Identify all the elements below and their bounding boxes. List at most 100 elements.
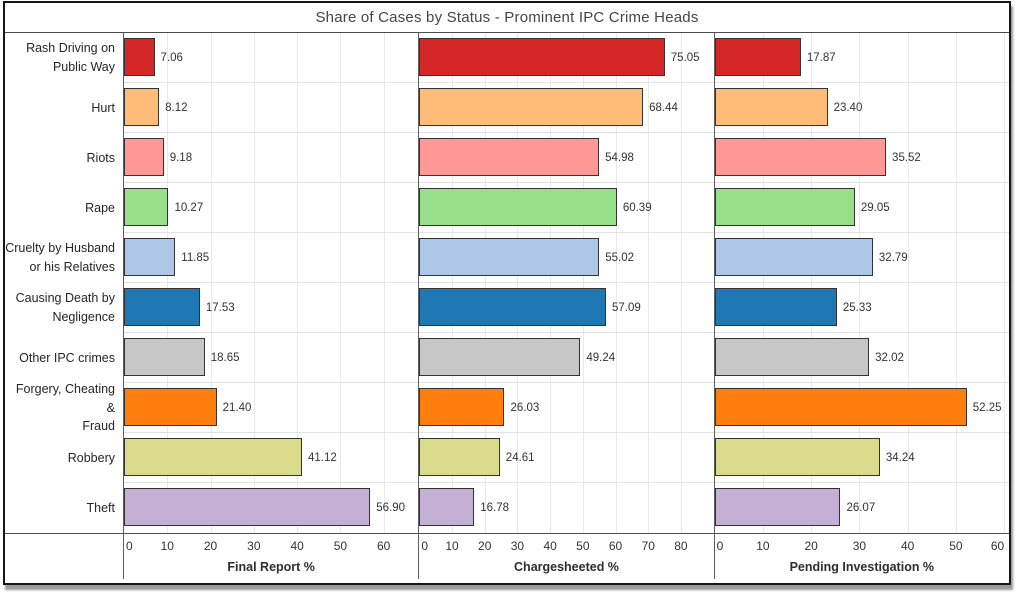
bar-row: 41.12 (124, 433, 419, 483)
bar-row: 56.90 (124, 483, 418, 533)
axis-tick-label: 60 (990, 539, 1005, 553)
grid-line (517, 33, 519, 533)
axis-tick-label: 50 (949, 539, 963, 553)
axis-tick-label: 80 (674, 539, 688, 553)
axis-tick-label: 40 (290, 539, 304, 553)
axis-tick-label: 60 (608, 539, 623, 553)
grid-line (253, 33, 255, 533)
bar-value-label: 16.78 (480, 502, 509, 514)
bar (419, 38, 665, 76)
axis-title: Pending Investigation % (789, 560, 935, 574)
grid-line (297, 33, 299, 533)
bar (419, 438, 500, 476)
bar-value-label: 17.53 (205, 301, 235, 314)
bar (124, 188, 169, 226)
bar-value-label: 35.52 (892, 151, 921, 164)
bar-value-label: 32.79 (878, 251, 908, 264)
grid-line (550, 33, 552, 533)
axis-tick-label: 10 (445, 539, 459, 553)
bar-value-label: 21.40 (222, 401, 252, 414)
axis-tick-label: 40 (900, 539, 915, 553)
bar-value-label: 23.40 (833, 101, 863, 114)
grid-line (762, 33, 764, 533)
grid-line (484, 33, 486, 533)
axis-tick-label: 30 (852, 539, 867, 553)
bar-row: 54.98 (419, 133, 714, 183)
bar-row: 11.85 (124, 233, 419, 283)
bar-value-label: 41.12 (307, 451, 337, 464)
axis-tick-label: 20 (203, 539, 218, 553)
bar-row: 26.03 (419, 383, 714, 433)
axis-tick-label: 0 (126, 539, 133, 553)
panel-chargesheeted: 75.05 68.44 54.98 60.39 55.02 57.09 49.24 26.03… (418, 33, 714, 533)
axis-tick-label: 50 (576, 539, 590, 553)
bar (714, 288, 837, 326)
bar (714, 38, 801, 76)
bar (419, 488, 475, 526)
bar (124, 438, 302, 476)
bar-value-label: 8.12 (165, 101, 188, 114)
bar-row: 24.61 (419, 433, 714, 483)
category-label: Other IPC crimes (19, 350, 115, 365)
axis-tick-label: 40 (543, 539, 557, 553)
grid-line (907, 33, 909, 533)
bar-row: 60.39 (419, 183, 714, 233)
grid-line (582, 33, 584, 533)
chart-body: Rash Driving on Public Way Hurt Riots Rape C… (5, 33, 1009, 579)
grid-line (210, 33, 212, 533)
grid-line (811, 33, 813, 533)
bar (714, 88, 828, 126)
bar-row: 17.53 (124, 283, 419, 333)
grid-line (955, 33, 957, 533)
bar (419, 88, 644, 126)
axis-chargesheeted: 0 10 20 30 40 50 60 70 80 Chargesheeted % (418, 533, 714, 579)
bar-row: 16.78 (419, 483, 713, 533)
bar-value-label: 24.61 (505, 451, 535, 464)
axis-tick-label: 60 (377, 539, 391, 553)
bar-row: 32.79 (714, 233, 1009, 283)
bar-value-label: 26.07 (846, 502, 876, 514)
bar-row: 49.24 (419, 333, 714, 383)
grid-line (383, 33, 385, 533)
category-label: Riots (86, 150, 115, 165)
bar-value-label: 60.39 (622, 201, 652, 214)
axis-title: Final Report % (227, 560, 315, 574)
axis-tick-label: 30 (247, 539, 261, 553)
bar (124, 338, 205, 376)
bar (419, 388, 505, 426)
bar (714, 188, 855, 226)
bar-value-label: 34.24 (885, 451, 915, 464)
bar-row: 7.06 (124, 33, 419, 83)
bar-value-label: 29.05 (860, 201, 890, 214)
grid-line (167, 33, 169, 533)
bar-value-label: 10.27 (174, 201, 204, 214)
panel-final-report: 7.06 8.12 9.18 10.27 11.85 17.53 18.65 21.40 41.… (123, 33, 419, 533)
bar-row: 21.40 (124, 383, 419, 433)
bar-value-label: 32.02 (875, 351, 904, 364)
bar-value-label: 52.25 (972, 401, 1002, 414)
axis-tick-label: 20 (478, 539, 492, 553)
category-label: Rape (85, 200, 115, 215)
bar-value-label: 49.24 (586, 351, 616, 364)
bar-row: 26.07 (714, 483, 1009, 533)
bar-row: 29.05 (714, 183, 1009, 233)
grid-line (680, 33, 682, 533)
grid-line (340, 33, 342, 533)
axis-tick-label: 10 (756, 539, 770, 553)
bar-row: 9.18 (124, 133, 419, 183)
bar (419, 288, 607, 326)
bar-value-label: 11.85 (181, 251, 210, 264)
axis-tick-label: 70 (641, 539, 655, 553)
bar-row: 18.65 (124, 333, 419, 383)
bar-row: 55.02 (419, 233, 714, 283)
bar-row: 52.25 (714, 383, 1009, 433)
bar-value-label: 26.03 (510, 401, 540, 414)
chart-frame: Share of Cases by Status - Prominent IPC… (3, 1, 1011, 585)
bar-row: 8.12 (124, 83, 419, 133)
bar-row: 35.52 (714, 133, 1009, 183)
bar (124, 88, 160, 126)
axis-corner (5, 533, 123, 579)
grid-line (452, 33, 454, 533)
grid-line (1004, 33, 1006, 533)
category-label: Hurt (91, 100, 115, 115)
